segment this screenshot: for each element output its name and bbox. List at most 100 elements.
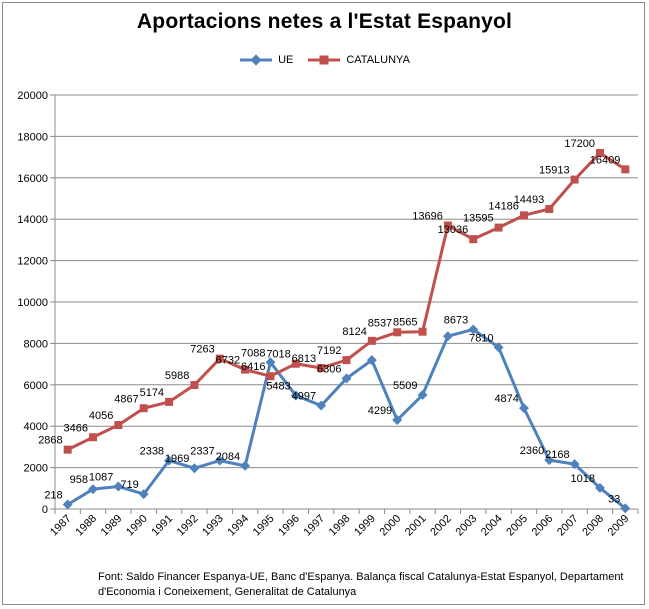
data-label-catalunya: 2868 [38, 435, 62, 447]
grid-layer [55, 94, 638, 469]
x-tick-label: 1997 [301, 513, 327, 539]
data-point-catalunya [215, 354, 224, 363]
data-label-ue: 958 [70, 474, 88, 486]
x-tick-label: 1989 [99, 513, 125, 539]
x-tick-label: 1987 [48, 513, 74, 539]
x-tick-label: 2000 [378, 513, 404, 539]
data-point-catalunya [114, 421, 123, 430]
data-label-ue: 1969 [165, 453, 189, 465]
data-label-ue: 8673 [444, 314, 468, 326]
data-label-catalunya: 17200 [564, 138, 595, 150]
data-point-catalunya [241, 365, 250, 374]
data-point-catalunya [266, 372, 275, 381]
data-label-ue: 7810 [469, 332, 493, 344]
data-point-catalunya [595, 148, 604, 157]
x-tick-label: 2002 [428, 513, 454, 539]
y-tick-label: 2000 [24, 463, 48, 475]
data-label-ue: 4997 [292, 391, 316, 403]
data-label-catalunya: 6732 [216, 355, 240, 367]
data-label-catalunya: 7018 [266, 349, 290, 361]
y-tick-label: 16000 [17, 173, 48, 185]
data-point-ue [417, 390, 428, 400]
x-tick-label: 1995 [251, 513, 277, 539]
data-point-ue [164, 455, 175, 466]
legend-item-catalunya: CATALUNYA [307, 53, 410, 67]
data-label-catalunya: 13696 [412, 210, 443, 222]
data-label-catalunya: 7263 [190, 344, 214, 356]
data-label-ue: 5483 [266, 381, 290, 393]
data-point-catalunya [89, 433, 98, 442]
data-label-catalunya: 6813 [292, 353, 316, 365]
x-tick-label: 2004 [479, 513, 505, 539]
y-tick-label: 4000 [24, 421, 48, 433]
data-point-ue [214, 455, 225, 466]
data-point-catalunya [291, 359, 300, 368]
source-note: Font: Saldo Financer Espanya-UE, Banc d'… [98, 571, 624, 598]
data-point-ue [366, 355, 377, 366]
data-point-catalunya [494, 223, 503, 232]
legend-label-catalunya: CATALUNYA [346, 54, 410, 66]
x-tick-label: 2006 [530, 513, 556, 539]
data-point-ue [620, 503, 631, 514]
data-label-catalunya: 14493 [514, 194, 545, 206]
data-label-catalunya: 6416 [241, 361, 265, 373]
data-label-catalunya: 5174 [140, 387, 164, 399]
data-label-ue: 1087 [89, 471, 113, 483]
data-label-catalunya: 14186 [488, 200, 519, 212]
data-point-catalunya [570, 175, 579, 184]
x-tick-label: 2003 [454, 513, 480, 539]
y-tick-label: 6000 [24, 380, 48, 392]
data-label-catalunya: 8537 [368, 317, 392, 329]
data-label-catalunya: 13595 [463, 213, 494, 225]
data-point-ue [468, 324, 479, 335]
y-tick-label: 20000 [17, 90, 48, 102]
x-tick-label: 1996 [276, 513, 302, 539]
data-label-ue: 2360 [520, 445, 544, 457]
x-tick-label: 1990 [124, 513, 150, 539]
y-tick-label: 8000 [24, 338, 48, 350]
data-point-catalunya [63, 445, 72, 454]
data-label-catalunya: 3466 [64, 422, 88, 434]
data-point-catalunya [418, 327, 427, 336]
data-label-catalunya: 13036 [438, 224, 469, 236]
data-point-catalunya [165, 397, 174, 406]
x-tick-label: 2009 [606, 513, 632, 539]
data-point-ue [569, 459, 580, 470]
data-point-ue [265, 357, 276, 368]
chart-title: Aportacions netes a l'Estat Espanyol [136, 10, 513, 33]
legend-swatch-ue [240, 54, 273, 66]
data-label-catalunya: 4867 [114, 393, 138, 405]
data-point-catalunya [469, 235, 478, 244]
data-label-catalunya: 4056 [89, 410, 113, 422]
data-point-catalunya [367, 336, 376, 345]
x-tick-label: 1988 [73, 513, 99, 539]
data-point-catalunya [190, 381, 199, 390]
data-label-ue: 2338 [140, 446, 164, 458]
data-point-ue [442, 331, 453, 342]
data-label-ue: 1018 [570, 473, 594, 485]
x-tick-label: 1994 [225, 513, 251, 539]
data-label-ue: 33 [608, 493, 620, 505]
x-tick-label: 2001 [403, 513, 429, 539]
data-label-ue: 4874 [494, 393, 518, 405]
data-label-ue: 2084 [216, 451, 240, 463]
y-tick-label: 18000 [17, 131, 48, 143]
legend: UE CATALUNYA [0, 51, 649, 69]
data-point-ue [544, 455, 555, 466]
data-point-ue [240, 460, 251, 471]
data-label-catalunya: 8565 [393, 317, 417, 329]
data-point-catalunya [519, 211, 528, 220]
data-point-ue [138, 489, 149, 500]
data-label-ue: 719 [120, 479, 138, 491]
data-label-catalunya: 5988 [165, 370, 189, 382]
data-point-ue [316, 400, 327, 411]
data-point-catalunya [393, 328, 402, 337]
data-label-ue: 4299 [368, 405, 392, 417]
series-layer [62, 148, 631, 514]
x-tick-label: 2005 [504, 513, 530, 539]
data-point-ue [595, 482, 605, 493]
data-point-ue [189, 463, 200, 474]
